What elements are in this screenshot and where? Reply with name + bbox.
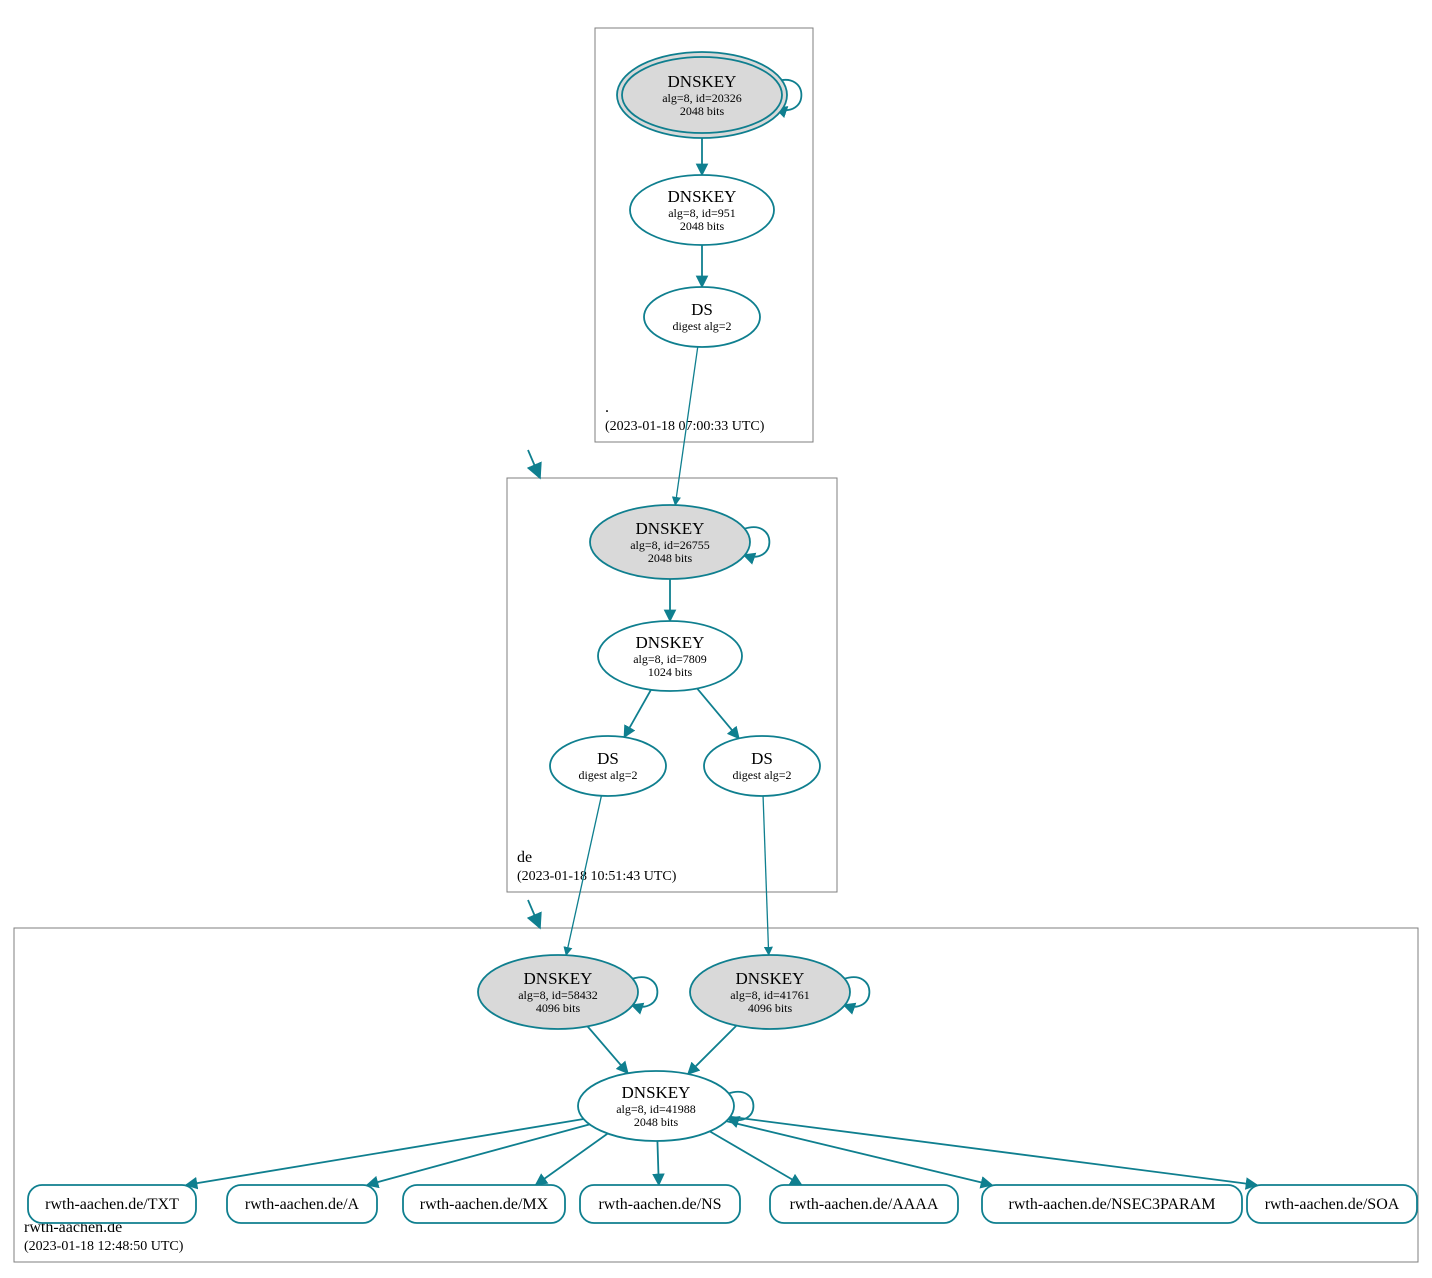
svg-text:alg=8, id=41988: alg=8, id=41988 [616,1102,696,1116]
svg-text:alg=8, id=20326: alg=8, id=20326 [662,91,742,105]
node-de-ksk: DNSKEYalg=8, id=267552048 bits [590,505,750,579]
node-rr-mx: rwth-aachen.de/MX [403,1185,565,1223]
node-rr-n3p: rwth-aachen.de/NSEC3PARAM [982,1185,1242,1223]
svg-text:2048 bits: 2048 bits [648,551,693,565]
node-rr-ns: rwth-aachen.de/NS [580,1185,740,1223]
svg-text:DS: DS [597,749,619,768]
svg-text:2048 bits: 2048 bits [680,219,725,233]
edge-rwth-zsk-rr-aaaa [710,1131,802,1185]
node-rwth-ksk1: DNSKEYalg=8, id=584324096 bits [478,955,638,1029]
svg-text:alg=8, id=58432: alg=8, id=58432 [518,988,598,1002]
svg-text:DNSKEY: DNSKEY [622,1083,691,1102]
node-rwth-zsk: DNSKEYalg=8, id=419882048 bits [578,1071,734,1141]
svg-text:(2023-01-18 12:48:50 UTC): (2023-01-18 12:48:50 UTC) [24,1239,184,1254]
svg-text:4096 bits: 4096 bits [536,1001,581,1015]
svg-text:rwth-aachen.de/TXT: rwth-aachen.de/TXT [45,1196,179,1213]
svg-text:rwth-aachen.de/MX: rwth-aachen.de/MX [420,1196,549,1213]
node-de-ds2: DSdigest alg=2 [704,736,820,796]
svg-text:alg=8, id=41761: alg=8, id=41761 [730,988,810,1002]
svg-text:2048 bits: 2048 bits [634,1115,679,1129]
svg-text:DNSKEY: DNSKEY [736,969,805,988]
nodes-layer: DNSKEYalg=8, id=203262048 bitsDNSKEYalg=… [28,52,1417,1223]
svg-text:rwth-aachen.de/AAAA: rwth-aachen.de/AAAA [790,1196,939,1213]
svg-text:rwth-aachen.de/NS: rwth-aachen.de/NS [598,1196,721,1213]
node-rr-aaaa: rwth-aachen.de/AAAA [770,1185,958,1223]
svg-text:DNSKEY: DNSKEY [636,519,705,538]
svg-text:alg=8, id=26755: alg=8, id=26755 [630,538,710,552]
svg-text:DNSKEY: DNSKEY [668,187,737,206]
edge-rwth-ksk2-rwth-zsk [688,1026,736,1074]
svg-text:digest alg=2: digest alg=2 [732,768,791,782]
svg-text:DS: DS [691,300,713,319]
svg-text:DNSKEY: DNSKEY [636,633,705,652]
svg-text:rwth-aachen.de/A: rwth-aachen.de/A [245,1196,360,1213]
svg-text:rwth-aachen.de/NSEC3PARAM: rwth-aachen.de/NSEC3PARAM [1009,1196,1216,1213]
svg-text:2048 bits: 2048 bits [680,104,725,118]
edge-rwth-zsk-rr-txt [186,1119,584,1185]
svg-text:(2023-01-18 07:00:33 UTC): (2023-01-18 07:00:33 UTC) [605,419,765,434]
svg-text:DS: DS [751,749,773,768]
svg-text:digest alg=2: digest alg=2 [578,768,637,782]
svg-text:rwth-aachen.de/SOA: rwth-aachen.de/SOA [1265,1196,1400,1213]
node-de-zsk: DNSKEYalg=8, id=78091024 bits [598,621,742,691]
svg-text:digest alg=2: digest alg=2 [672,319,731,333]
edge-rwth-zsk-rr-ns [657,1141,658,1185]
svg-text:(2023-01-18 10:51:43 UTC): (2023-01-18 10:51:43 UTC) [517,869,677,884]
svg-text:de: de [517,849,532,866]
edge-rwth-zsk-rr-a [367,1124,590,1185]
edge-de-zsk-de-ds1 [624,690,651,737]
zone-arrow-de [528,450,540,478]
node-rr-a: rwth-aachen.de/A [227,1185,377,1223]
dnssec-chain-diagram: . (2023-01-18 07:00:33 UTC) de (2023-01-18 … [0,0,1432,1278]
edge-de-zsk-de-ds2 [697,688,739,738]
svg-text:alg=8, id=7809: alg=8, id=7809 [633,652,707,666]
svg-text:DNSKEY: DNSKEY [668,72,737,91]
edge-rwth-zsk-rr-n3p [726,1121,992,1185]
zone-arrow-rwth [528,900,540,928]
svg-text:4096 bits: 4096 bits [748,1001,793,1015]
edge-rwth-zsk-rr-mx [536,1133,608,1185]
svg-text:alg=8, id=951: alg=8, id=951 [668,206,736,220]
node-rr-soa: rwth-aachen.de/SOA [1247,1185,1417,1223]
node-de-ds1: DSdigest alg=2 [550,736,666,796]
svg-text:1024 bits: 1024 bits [648,665,693,679]
node-root-zsk: DNSKEYalg=8, id=9512048 bits [630,175,774,245]
edge-rwth-zsk-rr-soa [730,1117,1257,1185]
edge-rwth-ksk1-rwth-zsk [588,1026,628,1073]
svg-text:.: . [605,399,609,416]
node-root-ksk: DNSKEYalg=8, id=203262048 bits [617,52,787,138]
node-rr-txt: rwth-aachen.de/TXT [28,1185,196,1223]
node-root-ds: DSdigest alg=2 [644,287,760,347]
node-rwth-ksk2: DNSKEYalg=8, id=417614096 bits [690,955,850,1029]
svg-text:DNSKEY: DNSKEY [524,969,593,988]
edge-de-ds2-rwth-ksk2 [763,796,769,955]
